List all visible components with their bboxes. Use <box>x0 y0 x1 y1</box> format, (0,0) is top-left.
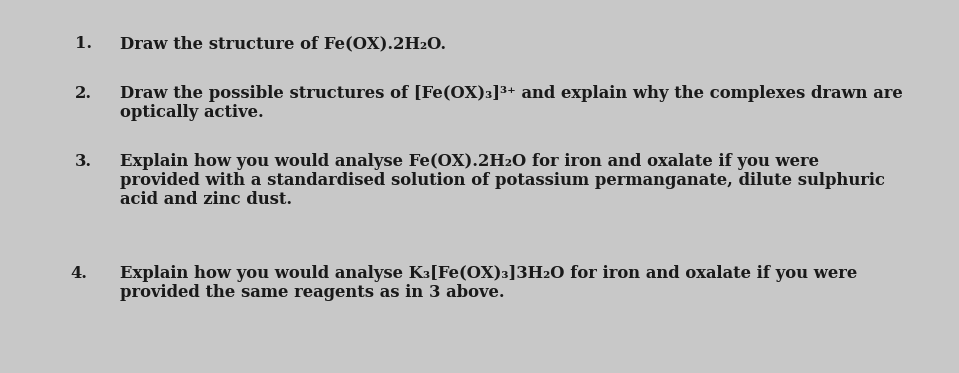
Text: Explain how you would analyse Fe(OX).2H₂O for iron and oxalate if you were: Explain how you would analyse Fe(OX).2H₂… <box>120 153 819 170</box>
Text: Explain how you would analyse K₃[Fe(OX)₃]3H₂O for iron and oxalate if you were: Explain how you would analyse K₃[Fe(OX)₃… <box>120 265 857 282</box>
Text: Draw the possible structures of [Fe(OX)₃]³⁺ and explain why the complexes drawn : Draw the possible structures of [Fe(OX)₃… <box>120 85 902 102</box>
Text: 4.: 4. <box>70 265 87 282</box>
Text: optically active.: optically active. <box>120 104 264 121</box>
Text: acid and zinc dust.: acid and zinc dust. <box>120 191 292 208</box>
Text: Draw the structure of Fe(OX).2H₂O.: Draw the structure of Fe(OX).2H₂O. <box>120 35 446 52</box>
Text: 3.: 3. <box>75 153 92 170</box>
Text: 2.: 2. <box>75 85 92 102</box>
Text: provided with a standardised solution of potassium permanganate, dilute sulphuri: provided with a standardised solution of… <box>120 172 885 189</box>
Text: provided the same reagents as in 3 above.: provided the same reagents as in 3 above… <box>120 284 504 301</box>
Text: 1.: 1. <box>75 35 92 52</box>
